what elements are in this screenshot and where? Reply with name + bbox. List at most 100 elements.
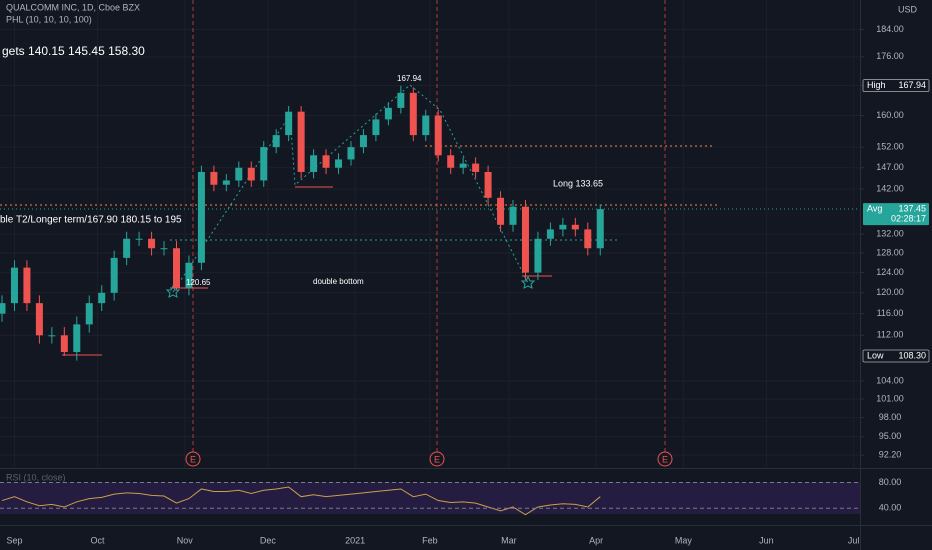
candle-body xyxy=(148,238,156,249)
candle-body xyxy=(584,229,592,249)
candle-body xyxy=(521,206,529,273)
x-tick-label: Jul xyxy=(848,535,860,545)
candle-body xyxy=(447,155,455,168)
y-tick-label: 116.00 xyxy=(877,308,904,318)
candle-body xyxy=(335,159,343,168)
y-tick-label: 160.00 xyxy=(876,110,904,120)
candle-body xyxy=(409,92,417,136)
candle-body xyxy=(197,171,205,263)
rsi-band xyxy=(0,482,860,514)
price-label-box xyxy=(862,349,930,363)
price-label-value: 167.94 xyxy=(898,80,926,90)
candle-body xyxy=(10,267,18,304)
candle-body xyxy=(472,163,480,172)
y-tick-label: 112.00 xyxy=(877,330,904,340)
trend-line xyxy=(172,84,529,293)
candle-body xyxy=(509,206,517,225)
candle-body xyxy=(347,147,355,160)
candle-body xyxy=(235,167,243,181)
stars xyxy=(165,275,536,298)
candle-body xyxy=(497,197,505,225)
price-label-name: Low xyxy=(867,350,884,360)
candle-body xyxy=(260,147,268,181)
candle-body xyxy=(546,229,554,239)
price-label-box xyxy=(863,203,929,226)
x-tick-label: Jun xyxy=(759,535,774,545)
candle-body xyxy=(98,292,106,304)
candle-body xyxy=(160,248,168,250)
x-tick-label: Mar xyxy=(501,535,517,545)
price-label-value: 108.30 xyxy=(898,350,926,360)
candle-body xyxy=(534,238,542,273)
x-tick-label: Sep xyxy=(6,535,22,545)
x-tick-label: Nov xyxy=(177,535,194,545)
candle-body xyxy=(571,224,579,230)
annotation: Long 133.65 xyxy=(553,178,603,188)
y-tick-label: 104.00 xyxy=(876,375,904,385)
y-tick-label: 128.00 xyxy=(876,247,904,257)
x-tick-label: Dec xyxy=(260,535,277,545)
earnings-label: E xyxy=(190,454,196,464)
price-label-name: High xyxy=(867,80,886,90)
candle-body xyxy=(272,135,280,148)
rsi-tick-label: 80.00 xyxy=(879,477,902,487)
price-label-value: 137.45 xyxy=(898,204,926,214)
y-tick-label: 147.00 xyxy=(876,162,904,172)
candle-body xyxy=(48,335,56,337)
candle-body xyxy=(210,171,218,185)
y-tick-label: 152.00 xyxy=(876,142,904,152)
star xyxy=(165,284,181,298)
annotation: double bottom xyxy=(313,277,364,286)
candle-body xyxy=(310,155,318,172)
y-tick-label: 92.20 xyxy=(879,450,902,460)
x-tick-label: Feb xyxy=(422,535,438,545)
candle-body xyxy=(484,171,492,198)
earnings-label: E xyxy=(662,454,668,464)
indicator-label: PHL (10, 10, 10, 100) xyxy=(6,14,92,24)
candle-body xyxy=(23,267,31,304)
star xyxy=(520,275,536,289)
candle-body xyxy=(222,180,230,185)
candle-body xyxy=(322,155,330,168)
x-tick-label: May xyxy=(675,535,693,545)
x-tick-label: Apr xyxy=(589,535,603,545)
candle-body xyxy=(384,107,392,120)
candle-body xyxy=(422,115,430,136)
y-tick-label: 95.00 xyxy=(879,431,902,441)
price-label-box xyxy=(862,79,930,92)
candle-body xyxy=(110,257,118,293)
x-tick-label: 2021 xyxy=(345,535,365,545)
candle-body xyxy=(247,167,255,181)
candle-body xyxy=(123,238,131,258)
y-tick-label: 101.00 xyxy=(876,393,904,403)
candle-body xyxy=(35,303,43,336)
candle-body xyxy=(73,324,81,353)
currency: USD xyxy=(898,4,918,14)
annotation: gets 140.15 145.45 158.30 xyxy=(2,44,145,58)
countdown: 02:28:17 xyxy=(891,214,926,224)
candle-body xyxy=(185,262,193,288)
rsi-label: RSI (10, close) xyxy=(6,472,66,482)
candle-body xyxy=(459,163,467,168)
price-label-name: Avg xyxy=(867,204,882,214)
y-tick-label: 176.00 xyxy=(876,51,904,61)
candle-body xyxy=(434,115,442,156)
earnings-marker xyxy=(185,451,201,467)
candle-body xyxy=(559,224,567,230)
y-tick-label: 120.00 xyxy=(876,287,904,297)
annotation: ble T2/Longer term/167.90 180.15 to 195 xyxy=(0,215,182,226)
earnings-marker xyxy=(657,451,673,467)
candle-body xyxy=(359,135,367,148)
candle-body xyxy=(0,303,6,314)
candle-body xyxy=(60,335,68,353)
candle-body xyxy=(172,248,180,288)
annotation: 120.65 xyxy=(186,278,211,287)
rsi-line xyxy=(1,486,601,516)
candle-body xyxy=(285,111,293,136)
candle-body xyxy=(397,92,405,108)
candle-body xyxy=(85,303,93,325)
candle-body xyxy=(596,209,604,249)
